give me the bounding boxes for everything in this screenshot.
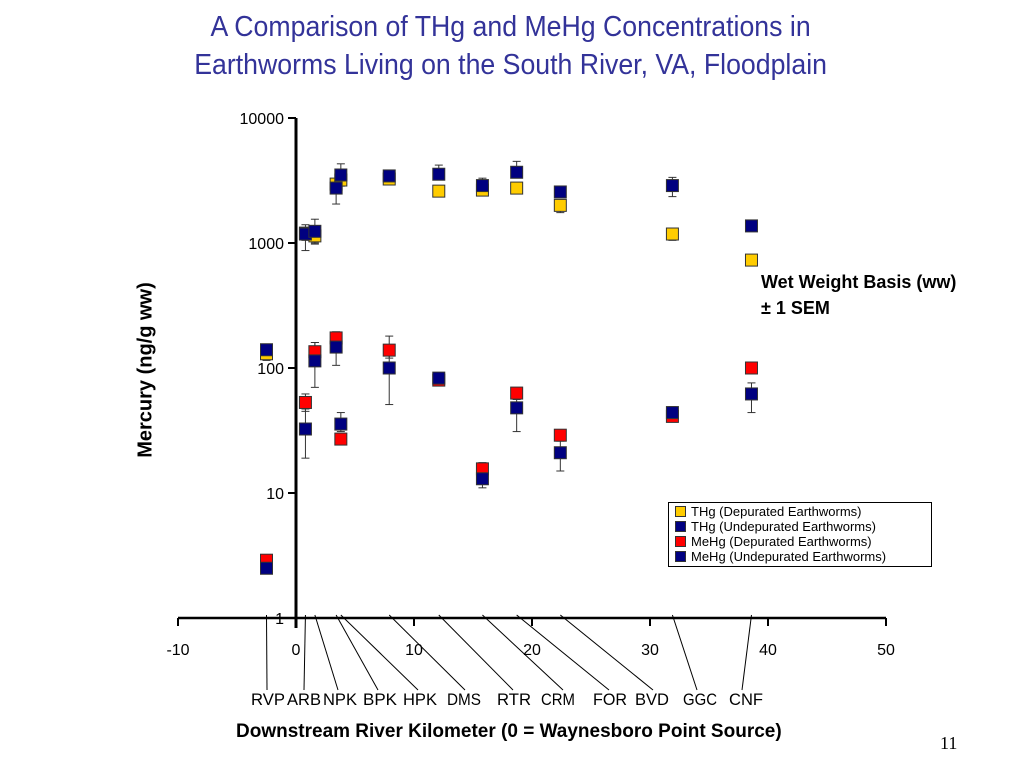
site-leader-line [340,614,419,691]
site-leader-line [741,614,752,691]
legend-item: THg (Undepurated Earthworms) [675,519,931,534]
site-label: GGC [683,690,717,709]
data-point [329,340,343,354]
site-label: FOR [593,690,627,709]
legend-item: MeHg (Undepurated Earthworms) [675,549,931,564]
data-point [298,395,312,409]
data-point [744,219,758,233]
data-point [744,253,758,267]
page-number: 11 [940,733,958,753]
data-point [334,417,348,431]
data-point [553,198,567,212]
data-point [260,561,273,575]
data-point [510,386,524,400]
y-tick-label: 1000 [248,236,284,253]
site-leader-line [266,614,268,691]
data-point [382,343,396,357]
y-tick-label: 100 [257,361,284,378]
x-axis-label: Downstream River Kilometer (0 = Waynesbo… [236,721,782,742]
data-point [475,472,489,486]
legend-item: MeHg (Depurated Earthworms) [675,534,931,549]
site-leader-line [516,614,610,691]
site-label: DMS [447,690,481,709]
data-point [432,167,446,181]
annotation: Wet Weight Basis (ww) ± 1 SEM [761,269,956,321]
data-point [510,401,524,415]
site-leader-line [303,614,306,691]
data-point [308,354,322,368]
legend-swatch [675,506,686,517]
data-point [744,361,758,375]
data-points [260,165,758,575]
site-label: BVD [635,690,669,709]
site-leader-line [438,614,514,691]
x-tick-label: 40 [759,642,777,659]
data-point [334,432,348,446]
x-tick-label: 0 [292,642,301,659]
data-point [553,428,567,442]
legend-label: THg (Undepurated Earthworms) [691,519,876,534]
y-tick-label: 1 [275,611,284,628]
x-tick-label: 10 [405,642,423,659]
data-point [665,179,679,193]
data-point [298,422,312,436]
data-point [382,361,396,375]
site-leader-line [671,614,698,691]
data-point [329,181,343,195]
data-point [334,168,348,182]
annotation-sem: ± 1 SEM [761,298,830,318]
data-point [510,181,524,195]
data-point [665,406,679,420]
annotation-basis: Wet Weight Basis (ww) [761,272,957,292]
legend-swatch [675,521,686,532]
site-label: BPK [363,690,398,709]
legend: THg (Depurated Earthworms) THg (Undepura… [668,502,932,567]
data-point [432,371,446,385]
data-point [260,343,273,357]
data-point [744,387,758,401]
data-point [308,224,322,238]
site-label: RVP [251,690,285,709]
data-point [432,184,446,198]
data-point [475,179,489,193]
x-tick-label: 20 [523,642,541,659]
title-line-2: Earthworms Living on the South River, VA… [194,49,827,81]
legend-item: THg (Depurated Earthworms) [675,504,931,519]
site-leader-line [388,614,466,691]
site-leader-line [335,614,379,691]
legend-label: MeHg (Undepurated Earthworms) [691,549,887,564]
data-point [553,446,567,460]
x-tick-label: -10 [166,642,189,659]
data-point [510,165,524,179]
slide-title: A Comparison of THg and MeHg Concentrati… [0,8,1021,84]
data-point [382,169,396,183]
site-label: ARB [287,690,321,709]
y-tick-label: 10000 [240,111,285,128]
y-axis-label: Mercury (ng/g ww) [134,282,157,458]
title-line-1: A Comparison of THg and MeHg Concentrati… [210,11,811,43]
site-leader-lines: RVP ARB NPK BPK HPK DMS RTR CRM FOR BVD GGC CNF [251,614,763,709]
data-point [553,185,567,199]
site-label: HPK [403,690,438,709]
site-leader-line [314,614,339,691]
site-leader-line [482,614,564,691]
legend-label: MeHg (Depurated Earthworms) [691,534,872,549]
site-label: NPK [323,690,358,709]
data-point [665,227,679,241]
legend-swatch [675,551,686,562]
x-tick-label: 30 [641,642,659,659]
site-label: CNF [729,690,763,709]
site-label: RTR [497,690,531,709]
site-leader-line [560,614,654,691]
legend-swatch [675,536,686,547]
x-tick-label: 50 [877,642,895,659]
legend-label: THg (Depurated Earthworms) [691,504,862,519]
site-label: CRM [541,690,575,709]
axes: 1 10 100 1000 10000 -10 0 10 20 30 40 50 [166,111,895,659]
y-tick-label: 10 [266,486,284,503]
